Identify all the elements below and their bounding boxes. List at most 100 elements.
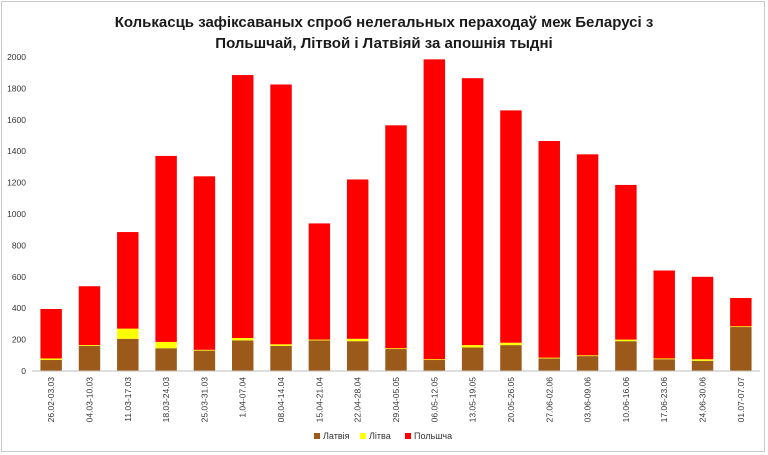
legend-swatch: [405, 433, 411, 439]
bar-segment: [117, 232, 139, 329]
bar-segment: [308, 223, 331, 340]
bar-segment: [730, 327, 752, 371]
y-tick-label: 0: [21, 366, 26, 376]
bar-segment: [500, 342, 522, 346]
bar-segment: [691, 360, 714, 371]
bar-segment: [461, 78, 484, 346]
y-tick-label: 200: [12, 335, 26, 345]
bar-segment: [615, 341, 637, 371]
bar-segment: [576, 154, 599, 356]
bar-segment: [346, 179, 369, 339]
bar-segment: [461, 347, 484, 371]
bar-segment: [270, 84, 292, 345]
y-tick-label: 1000: [7, 209, 26, 219]
x-tick-label: 10.06-16.06: [621, 377, 631, 423]
x-tick-label: 11.03-17.03: [123, 377, 133, 422]
x-tick-label: 20.05-26.05: [506, 377, 516, 423]
bar-segment: [308, 339, 331, 341]
bar-segment: [193, 350, 216, 371]
x-tick-label: 17.06-23.06: [659, 377, 669, 423]
x-tick-label: 22.04-28.04: [353, 377, 363, 423]
y-tick-label: 1200: [7, 178, 26, 188]
bar-segment: [653, 358, 675, 360]
y-tick-label: 1600: [7, 115, 26, 125]
bar-segment: [232, 340, 254, 371]
bar-segment: [270, 344, 292, 346]
x-tick-label: 13.05-19.05: [468, 377, 478, 423]
bar-segment: [232, 338, 254, 341]
x-tick-label: 1.04-07.04: [238, 377, 248, 418]
bar-segment: [423, 360, 446, 371]
bar-segment: [308, 340, 331, 371]
x-tick-label: 18.03-24.03: [161, 377, 171, 423]
legend: Латвія Літва Польшча: [314, 431, 452, 441]
bar-segment: [385, 349, 407, 371]
x-tick-label: 06.05-12.05: [429, 377, 439, 423]
legend-swatch: [360, 433, 366, 439]
bar-segment: [155, 348, 177, 371]
legend-swatch: [314, 433, 320, 439]
x-tick-label: 29.04-05.05: [391, 377, 401, 423]
legend-label: Літва: [369, 431, 391, 441]
bar-segment: [270, 345, 292, 371]
x-axis: 26.02-03.03 04.03-10.03 11.03-17.03 18.03-2…: [32, 370, 760, 423]
bar-segment: [117, 338, 139, 371]
bar-segment: [346, 341, 369, 371]
bar-segment: [385, 348, 407, 350]
bar-segment: [155, 341, 177, 349]
bar-segment: [730, 326, 752, 328]
x-tick-label: 24.06-30.06: [698, 377, 708, 423]
bars-group: [40, 59, 752, 371]
bar-segment: [40, 308, 62, 359]
chart-title-line-1: Колькасць зафіксаваных спроб нелегальных…: [115, 14, 654, 31]
bar-segment: [615, 339, 637, 342]
x-tick-label: 25.03-31.03: [199, 377, 209, 423]
y-tick-label: 600: [12, 272, 26, 282]
bar-segment: [40, 358, 62, 361]
x-tick-label: 27.06-02.06: [544, 377, 554, 423]
x-tick-label: 26.02-03.03: [46, 377, 56, 423]
bar-segment: [538, 357, 560, 359]
y-tick-label: 2000: [7, 52, 26, 62]
y-tick-label: 1400: [7, 146, 26, 156]
bar-segment: [155, 155, 177, 342]
y-tick-label: 1800: [7, 83, 26, 93]
bar-segment: [691, 276, 714, 360]
bar-segment: [730, 298, 752, 327]
chart-title-line-2: Польшчай, Літвой і Латвіяй за апошнія ты…: [215, 35, 552, 52]
bar-segment: [423, 59, 446, 360]
bar-segment: [538, 140, 560, 358]
bar-segment: [78, 286, 101, 346]
bar-segment: [232, 75, 254, 339]
bar-segment: [615, 184, 637, 340]
x-tick-label: 01.07-07.07: [736, 377, 746, 423]
bar-segment: [461, 345, 484, 348]
bar-segment: [653, 270, 675, 359]
bar-segment: [78, 345, 101, 371]
x-tick-label: 04.03-10.03: [84, 377, 94, 423]
bar-segment: [193, 176, 216, 350]
bar-segment: [78, 345, 101, 346]
bar-segment: [40, 360, 62, 371]
bar-segment: [385, 125, 407, 349]
bar-segment: [691, 359, 714, 361]
bar-segment: [576, 356, 599, 371]
x-tick-label: 15.04-21.04: [314, 377, 324, 423]
x-tick-label: 03.06-09.06: [583, 377, 593, 423]
x-tick-label: 08.04-14.04: [276, 377, 286, 423]
bar-segment: [576, 355, 599, 357]
bar-segment: [653, 359, 675, 371]
bar-segment: [500, 110, 522, 343]
y-tick-label: 800: [12, 240, 26, 250]
y-axis: 0 200 400 600 800 1000 1200 1400 1600 1800 2000: [7, 52, 26, 376]
legend-label: Польшча: [414, 431, 452, 441]
legend-label: Латвія: [323, 431, 350, 441]
bar-segment: [423, 359, 446, 361]
bar-segment: [193, 349, 216, 351]
bar-segment: [117, 328, 139, 339]
bar-segment: [500, 345, 522, 371]
bar-segment: [346, 338, 369, 342]
y-tick-label: 400: [12, 303, 26, 313]
